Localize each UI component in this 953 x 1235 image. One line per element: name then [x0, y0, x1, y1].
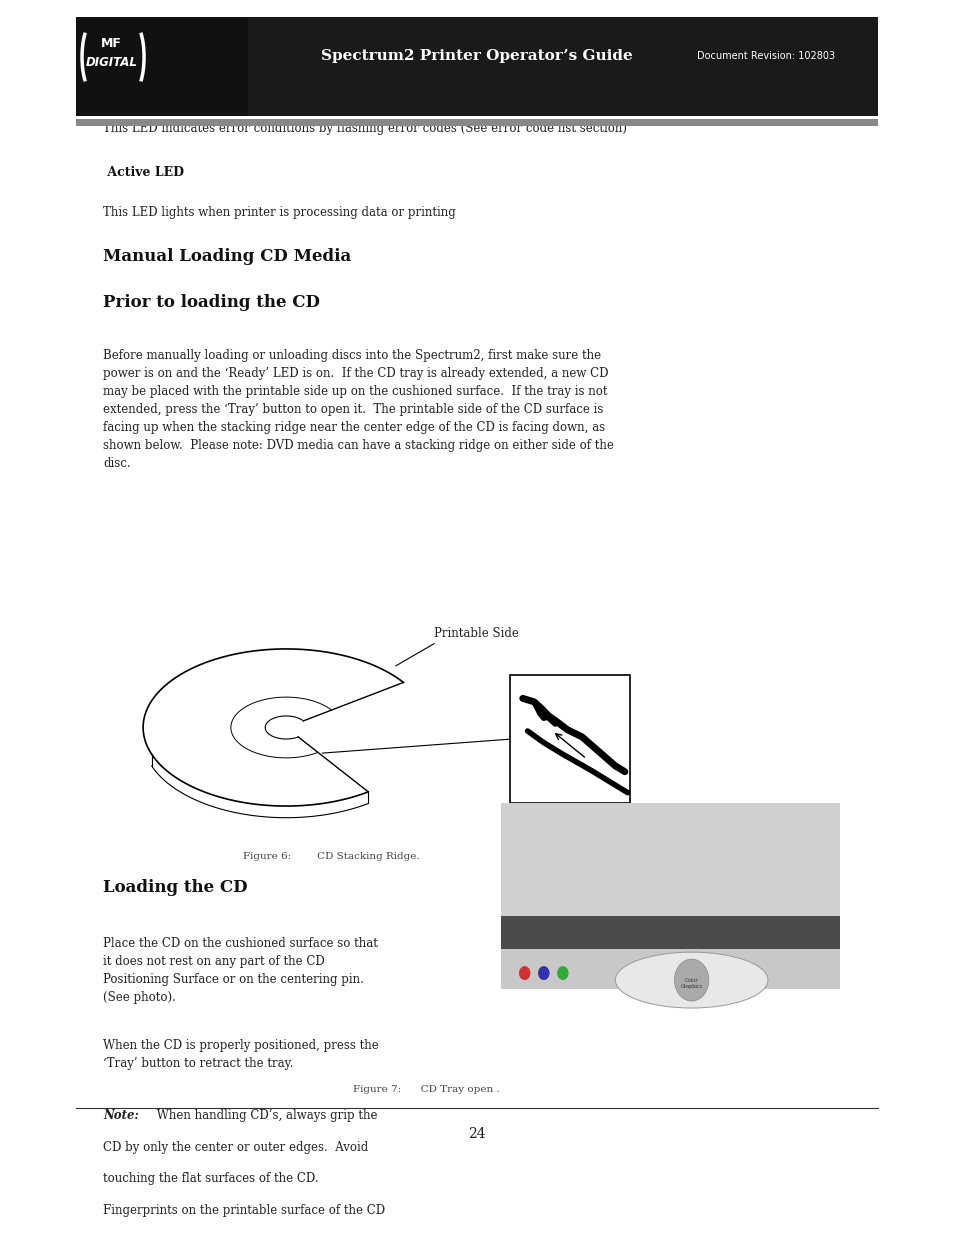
Text: 24: 24 — [468, 1126, 485, 1141]
Text: Color
Graphics: Color Graphics — [679, 978, 702, 989]
Bar — [500, 916, 839, 948]
Text: Stacking ridge: Stacking ridge — [512, 826, 599, 840]
Text: Before manually loading or unloading discs into the Spectrum2, first make sure t: Before manually loading or unloading dis… — [103, 350, 614, 471]
Text: This LED indicates error conditions by flashing error codes (See error code list: This LED indicates error conditions by f… — [103, 122, 626, 135]
Text: DIGITAL: DIGITAL — [86, 57, 137, 69]
Bar — [76, 119, 877, 126]
Text: Document Revision: 102803: Document Revision: 102803 — [696, 51, 834, 61]
Bar — [510, 676, 629, 803]
Circle shape — [518, 966, 530, 981]
Circle shape — [557, 966, 568, 981]
Text: This LED lights when printer is processing data or printing: This LED lights when printer is processi… — [103, 206, 456, 219]
Text: touching the flat surfaces of the CD.: touching the flat surfaces of the CD. — [103, 1172, 318, 1186]
Text: Fingerprints on the printable surface of the CD: Fingerprints on the printable surface of… — [103, 1204, 385, 1216]
Circle shape — [674, 960, 708, 1002]
Bar — [76, 17, 877, 116]
Text: Loading the CD: Loading the CD — [103, 879, 248, 895]
Text: Printable Side: Printable Side — [434, 627, 518, 640]
Text: Spectrum2 Printer Operator’s Guide: Spectrum2 Printer Operator’s Guide — [321, 49, 632, 63]
Text: Figure 6:        CD Stacking Ridge.: Figure 6: CD Stacking Ridge. — [243, 852, 419, 861]
Text: Manual Loading CD Media: Manual Loading CD Media — [103, 248, 351, 266]
Text: When the CD is properly positioned, press the
‘Tray’ button to retract the tray.: When the CD is properly positioned, pres… — [103, 1040, 378, 1071]
Text: CD by only the center or outer edges.  Avoid: CD by only the center or outer edges. Av… — [103, 1141, 368, 1153]
Text: Prior to loading the CD: Prior to loading the CD — [103, 294, 319, 311]
Text: Active LED: Active LED — [103, 167, 184, 179]
Text: MF: MF — [101, 37, 122, 49]
Text: When handling CD’s, always grip the: When handling CD’s, always grip the — [152, 1109, 376, 1123]
Bar — [500, 945, 839, 989]
Text: Note:: Note: — [103, 1109, 139, 1123]
Ellipse shape — [615, 952, 767, 1008]
Text: Figure 7:      CD Tray open .: Figure 7: CD Tray open . — [353, 1084, 499, 1094]
Bar — [500, 803, 839, 972]
Text: Place the CD on the cushioned surface so that
it does not rest on any part of th: Place the CD on the cushioned surface so… — [103, 937, 377, 1004]
Circle shape — [537, 966, 549, 981]
Bar — [76, 17, 248, 116]
